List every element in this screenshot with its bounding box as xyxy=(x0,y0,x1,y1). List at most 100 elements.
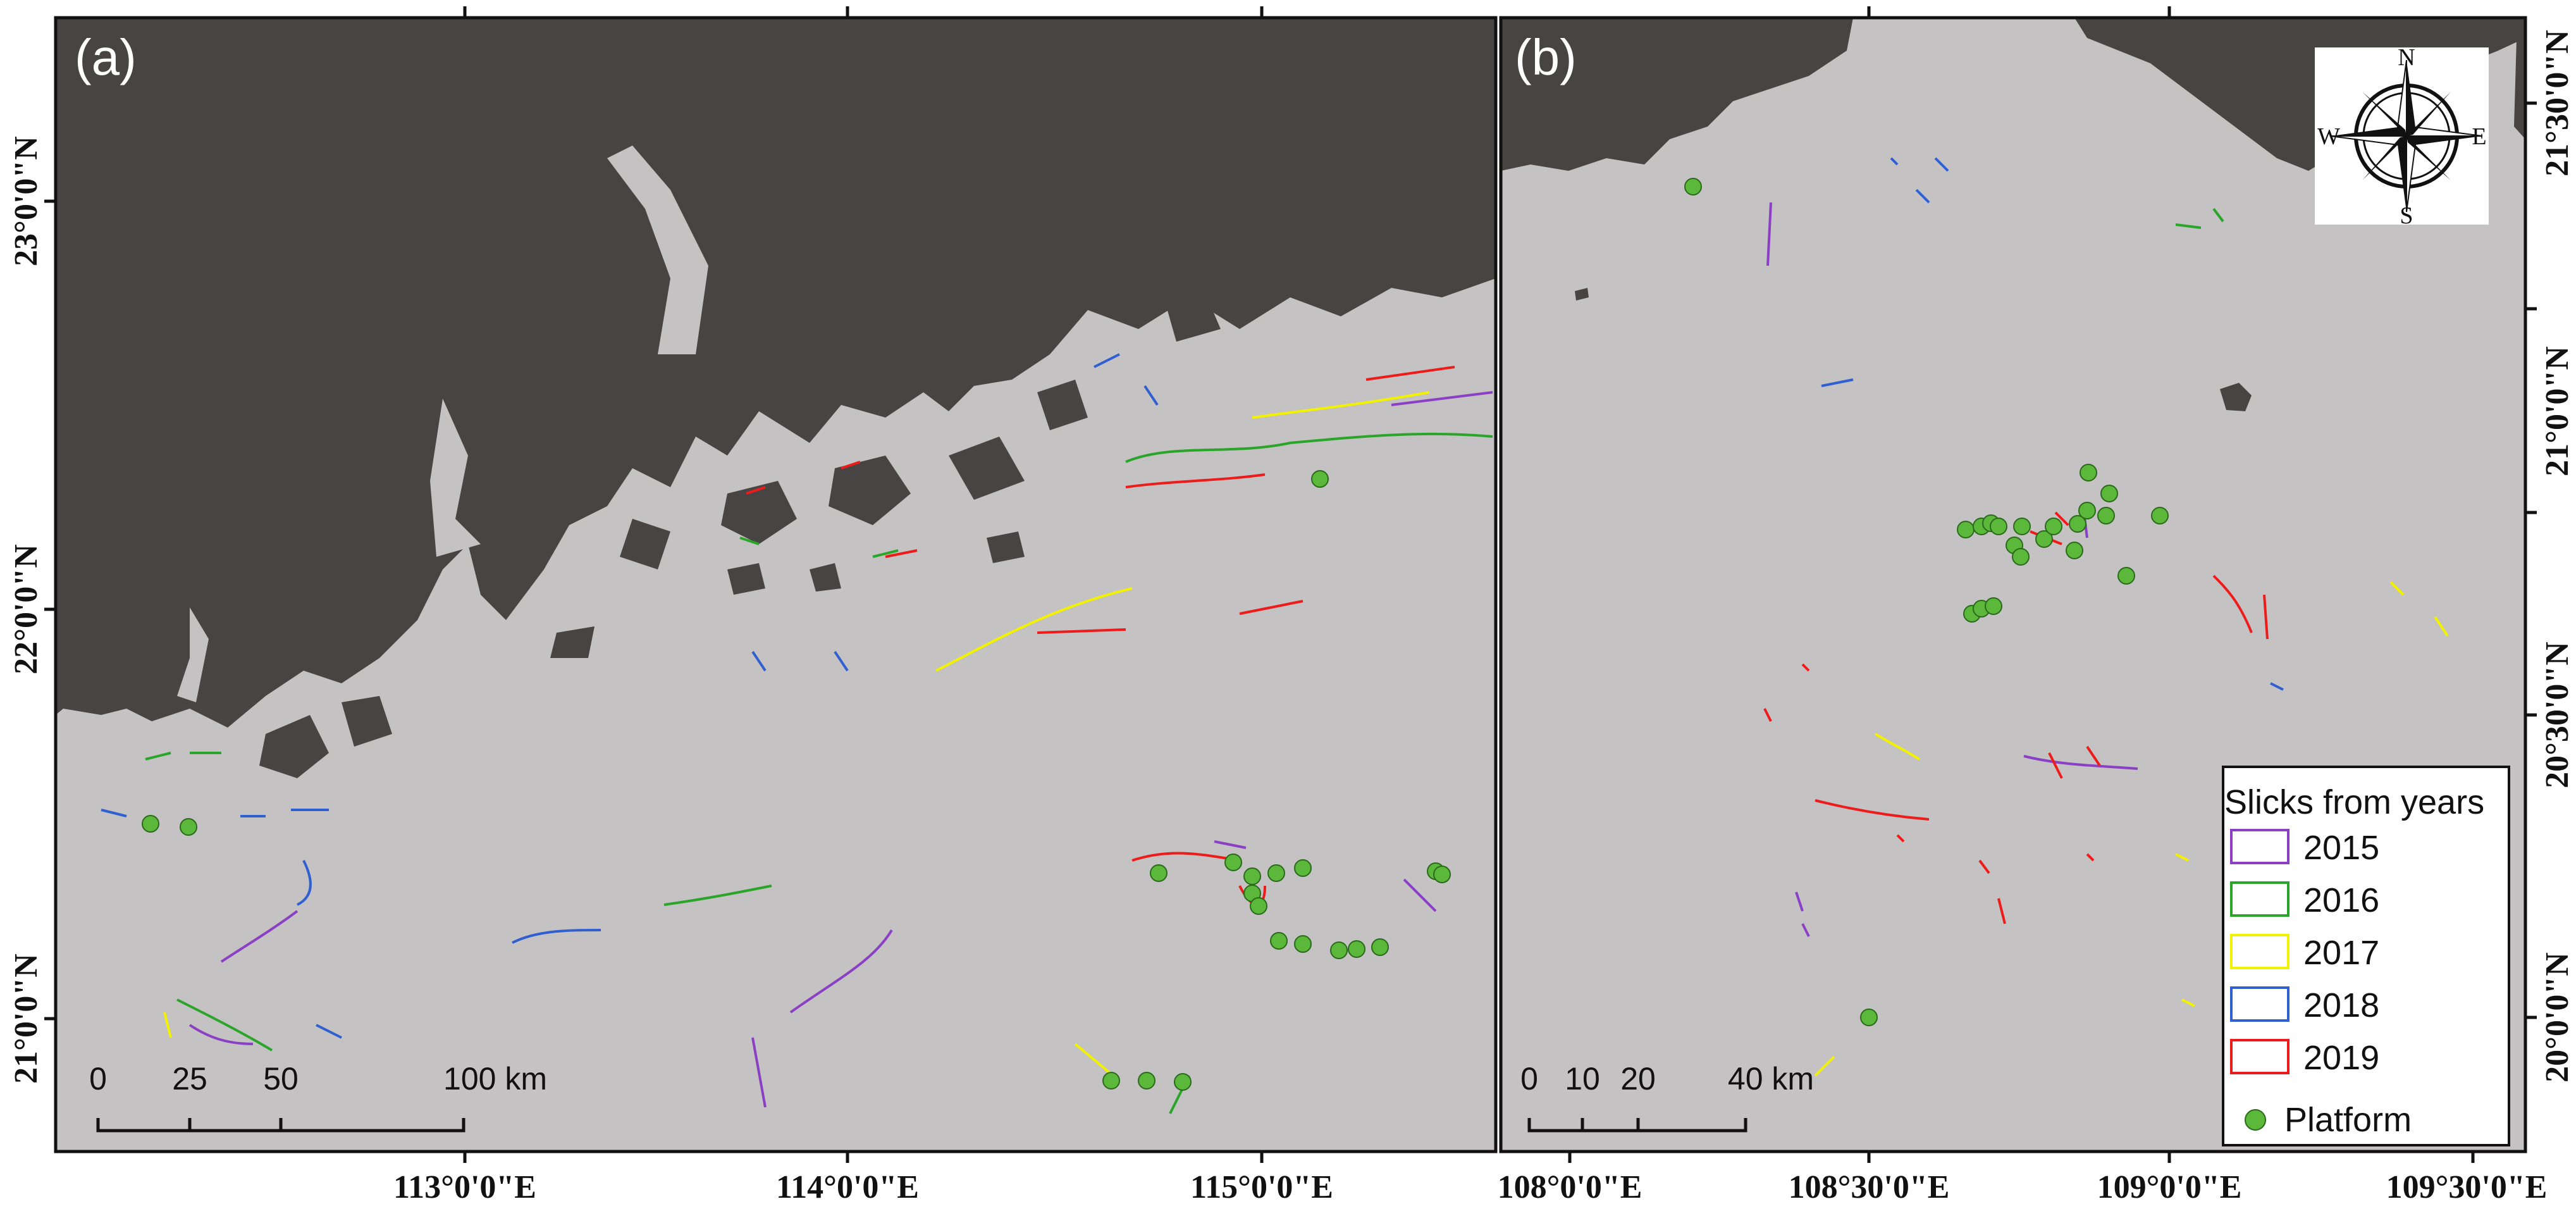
slick-2018 xyxy=(316,1024,342,1039)
slick-2018 xyxy=(2270,682,2284,691)
platform-marker xyxy=(1250,897,1267,915)
slick-2018 xyxy=(1890,157,1949,204)
slick-2017 xyxy=(1814,1055,1835,1077)
panel-a-frame xyxy=(54,16,1498,1153)
panel-a: (a) 0 25 50 100 km 113°0'0"E 114°0'0"E 1… xyxy=(8,6,1498,1205)
platform-marker xyxy=(1348,940,1365,958)
slick-2016 xyxy=(176,998,273,1052)
platform-marker xyxy=(1138,1072,1156,1090)
platform-marker xyxy=(1860,1009,1878,1026)
legend-label-2015: 2015 xyxy=(2303,829,2379,867)
platform-marker xyxy=(1150,864,1168,882)
platform-marker xyxy=(2117,567,2135,585)
platform-marker xyxy=(142,815,159,833)
platform-marker xyxy=(1294,859,1312,877)
platform-marker xyxy=(2013,518,2031,535)
legend-platform-label: Platform xyxy=(2284,1101,2412,1139)
panel-a-label: (a) xyxy=(75,29,137,85)
slick-2018 xyxy=(1821,378,1854,387)
panel-b-platforms xyxy=(1684,178,2169,1026)
platform-marker xyxy=(1985,597,2002,615)
x-tick-label: 114°0'0"E xyxy=(776,1169,919,1205)
legend-swatch-2015 xyxy=(2230,829,2289,864)
panel-b-frame xyxy=(1499,16,2527,1153)
legend-swatch-2016 xyxy=(2230,881,2289,917)
platform-marker xyxy=(1433,866,1451,883)
slick-2019 xyxy=(746,461,918,558)
slick-2017 xyxy=(1074,1043,1114,1077)
platform-marker xyxy=(1224,854,1242,871)
legend-label-2017: 2017 xyxy=(2303,934,2379,972)
platform-marker xyxy=(2100,485,2118,502)
slick-2018 xyxy=(751,650,849,672)
legend: Slicks from years 2015 2016 2017 2018 2019 P… xyxy=(2222,766,2510,1146)
slick-2018 xyxy=(512,929,601,944)
platform-marker xyxy=(2080,464,2097,481)
slick-2017 xyxy=(1874,733,1921,761)
compass-east-label: E xyxy=(2472,123,2486,150)
scale-label: 0 xyxy=(1520,1061,1538,1096)
x-tick-label: 109°0'0"E xyxy=(2097,1169,2242,1205)
slick-2015 xyxy=(220,910,299,963)
slick-2019 xyxy=(1763,663,1810,722)
platform-marker xyxy=(2012,548,2030,566)
platform-marker xyxy=(1270,932,1288,950)
compass-south-label: S xyxy=(2400,202,2413,229)
scale-label: 100 km xyxy=(443,1061,547,1096)
legend-label-2019: 2019 xyxy=(2303,1039,2379,1077)
scale-label: 50 xyxy=(263,1061,299,1096)
slick-2019 xyxy=(1365,366,1455,381)
slick-2019 xyxy=(1037,628,1126,634)
x-tick-label: 115°0'0"E xyxy=(1190,1169,1333,1205)
platform-marker xyxy=(1174,1073,1192,1091)
x-tick-label: 108°30'0"E xyxy=(1789,1169,1950,1205)
slick-2018 xyxy=(297,860,312,906)
slick-2017 xyxy=(2389,581,2449,637)
slick-2017 xyxy=(1252,391,1430,419)
slick-2016 xyxy=(2175,208,2224,229)
platform-marker xyxy=(1267,864,1285,882)
compass-west-label: W xyxy=(2317,123,2340,150)
slick-2015 xyxy=(188,1024,254,1045)
slick-2019 xyxy=(1239,600,1303,615)
slick-2019 xyxy=(1978,859,2006,924)
platform-marker xyxy=(1311,470,1329,488)
slick-2015 xyxy=(2023,755,2138,770)
platform-marker xyxy=(2069,515,2086,533)
x-tick-label: 113°0'0"E xyxy=(393,1169,536,1205)
slick-2017 xyxy=(2175,853,2195,1007)
panel-b-label: (b) xyxy=(1515,29,1577,85)
slick-2016 xyxy=(145,752,221,761)
x-tick-label: 109°30'0"E xyxy=(2386,1169,2548,1205)
legend-platform-marker xyxy=(2245,1109,2266,1131)
legend-swatch-2019 xyxy=(2230,1039,2289,1074)
platform-marker xyxy=(1990,518,2007,535)
platform-marker xyxy=(1371,938,1389,956)
platform-marker xyxy=(2078,502,2096,519)
platform-marker xyxy=(1957,521,1975,538)
slick-2015 xyxy=(1766,202,1772,266)
platform-marker xyxy=(1330,941,1348,959)
slick-2019 xyxy=(1815,799,1930,821)
panel-b: (b) N S E W xyxy=(1498,6,2575,1205)
platform-marker xyxy=(2097,507,2115,525)
platform-marker xyxy=(1102,1072,1120,1090)
slick-2015 xyxy=(789,929,893,1014)
y-tick-label: 23°0'0"N xyxy=(8,136,44,266)
slick-2015 xyxy=(1403,878,1437,912)
scale-label: 25 xyxy=(172,1061,207,1096)
slick-2015 xyxy=(751,1037,767,1108)
slick-2019 xyxy=(2048,745,2101,779)
compass-star-icon xyxy=(2330,59,2483,213)
slick-2019 xyxy=(2263,594,2269,640)
platform-marker xyxy=(2151,507,2169,525)
slick-2018 xyxy=(101,809,329,817)
legend-title: Slicks from years xyxy=(2224,783,2484,821)
panel-b-scale-bar: 0 10 20 40 km xyxy=(1520,1061,1814,1133)
slick-2017 xyxy=(935,587,1133,672)
slick-2019 xyxy=(2212,574,2253,633)
scale-label: 20 xyxy=(1620,1061,1656,1096)
panel-a-ticks xyxy=(44,6,1264,1163)
platform-marker xyxy=(1684,178,1702,196)
